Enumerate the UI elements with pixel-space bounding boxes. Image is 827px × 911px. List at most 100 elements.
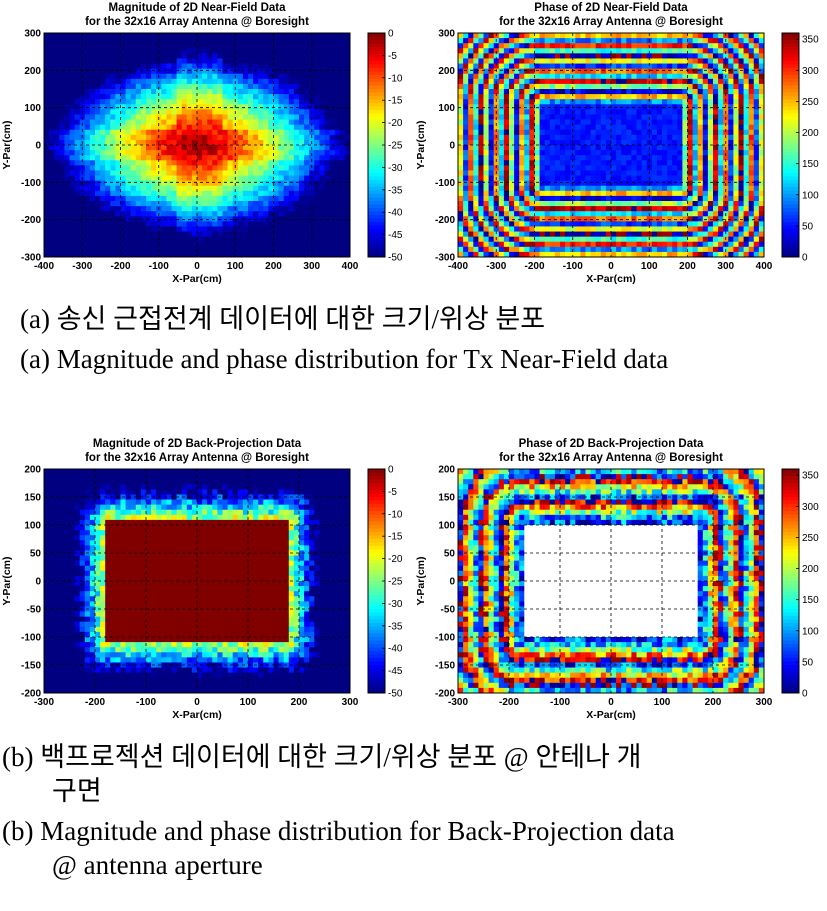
heatmap-cell: [253, 216, 259, 222]
heatmap-cell: [288, 216, 295, 222]
heatmap-cell: [498, 231, 505, 238]
heatmap-cell: [176, 83, 183, 90]
heatmap-cell: [339, 134, 346, 141]
heatmap-cell: [549, 170, 556, 176]
heatmap-cell: [626, 190, 632, 197]
heatmap-cell: [258, 180, 264, 187]
heatmap-cell: [74, 43, 81, 49]
heatmap-cell: [212, 236, 218, 243]
heatmap-cell: [69, 94, 75, 100]
heatmap-cell: [529, 89, 535, 95]
heatmap-cell: [611, 211, 617, 217]
heatmap-cell: [278, 216, 285, 222]
heatmap-cell: [253, 73, 259, 80]
heatmap-cell: [273, 139, 279, 146]
colorbar-swatch: [368, 57, 385, 62]
heatmap-cell: [278, 246, 285, 253]
heatmap-cell: [293, 236, 300, 243]
heatmap-cell: [171, 73, 177, 80]
heatmap-cell: [263, 58, 269, 64]
heatmap-cell: [130, 195, 137, 202]
heatmap-cell: [677, 99, 683, 105]
heatmap-cell: [463, 43, 469, 49]
heatmap-cell: [202, 83, 208, 90]
heatmap-cell: [509, 170, 515, 176]
heatmap-cell: [197, 195, 203, 202]
heatmap-cell: [554, 201, 561, 207]
heatmap-cell: [135, 68, 142, 75]
heatmap-cell: [207, 175, 213, 182]
heatmap-cell: [253, 165, 259, 171]
heatmap-cell: [268, 33, 274, 39]
heatmap-cell: [212, 43, 218, 49]
heatmap-cell: [478, 206, 484, 212]
heatmap-cell: [130, 99, 137, 105]
heatmap-cell: [651, 43, 658, 49]
heatmap-cell: [176, 109, 183, 115]
heatmap-cell: [702, 104, 709, 110]
heatmap-cell: [202, 170, 208, 176]
heatmap-cell: [156, 63, 162, 70]
heatmap-cell: [181, 201, 188, 207]
heatmap-cell: [324, 206, 330, 212]
heatmap-cell: [621, 104, 627, 110]
heatmap-cell: [524, 129, 530, 136]
heatmap-cell: [672, 170, 678, 176]
heatmap-cell: [125, 175, 132, 182]
heatmap-cell: [503, 170, 510, 176]
heatmap-cell: [600, 150, 607, 156]
heatmap-cell: [334, 119, 341, 126]
heatmap-cell: [248, 211, 254, 217]
heatmap-cell: [560, 119, 566, 126]
heatmap-cell: [95, 195, 101, 202]
heatmap-cell: [687, 236, 693, 243]
heatmap-cell: [79, 195, 86, 202]
heatmap-cell: [105, 104, 111, 110]
heatmap-cell: [171, 175, 177, 182]
heatmap-cell: [258, 104, 264, 110]
heatmap-cell: [171, 78, 177, 85]
heatmap-cell: [529, 180, 535, 187]
heatmap-cell: [44, 180, 50, 187]
heatmap-cell: [514, 78, 520, 85]
heatmap-cell: [120, 43, 126, 49]
heatmap-cell: [110, 190, 116, 197]
heatmap-cell: [626, 109, 632, 115]
heatmap-cell: [636, 226, 642, 232]
heatmap-cell: [263, 78, 269, 85]
heatmap-cell: [605, 190, 612, 197]
heatmap-cell: [44, 119, 50, 126]
heatmap-cell: [549, 104, 556, 110]
heatmap-cell: [273, 124, 279, 131]
heatmap-cell: [84, 175, 91, 182]
heatmap-cell: [156, 160, 162, 166]
heatmap-cell: [278, 226, 285, 232]
heatmap-cell: [519, 53, 525, 59]
heatmap-cell: [166, 119, 172, 126]
heatmap-cell: [677, 104, 683, 110]
heatmap-cell: [166, 94, 172, 100]
heatmap-cell: [488, 190, 495, 197]
heatmap-cell: [314, 175, 320, 182]
heatmap-cell: [621, 78, 627, 85]
heatmap-cell: [611, 43, 617, 49]
heatmap-cell: [59, 48, 65, 54]
heatmap-cell: [329, 78, 336, 85]
heatmap-cell: [110, 99, 116, 105]
heatmap-cell: [125, 195, 132, 202]
heatmap-cell: [140, 206, 147, 212]
heatmap-cell: [84, 145, 91, 151]
heatmap-cell: [242, 160, 249, 166]
heatmap-cell: [329, 109, 336, 115]
heatmap-cell: [324, 58, 330, 64]
heatmap-cell: [600, 226, 607, 232]
heatmap-cell: [319, 53, 325, 59]
heatmap-cell: [166, 38, 172, 44]
heatmap-cell: [248, 33, 254, 39]
heatmap-cell: [488, 165, 495, 171]
heatmap-cell: [186, 226, 193, 232]
heatmap-cell: [253, 231, 259, 238]
heatmap-cell: [232, 150, 239, 156]
heatmap-cell: [611, 53, 617, 59]
heatmap-cell: [682, 175, 688, 182]
